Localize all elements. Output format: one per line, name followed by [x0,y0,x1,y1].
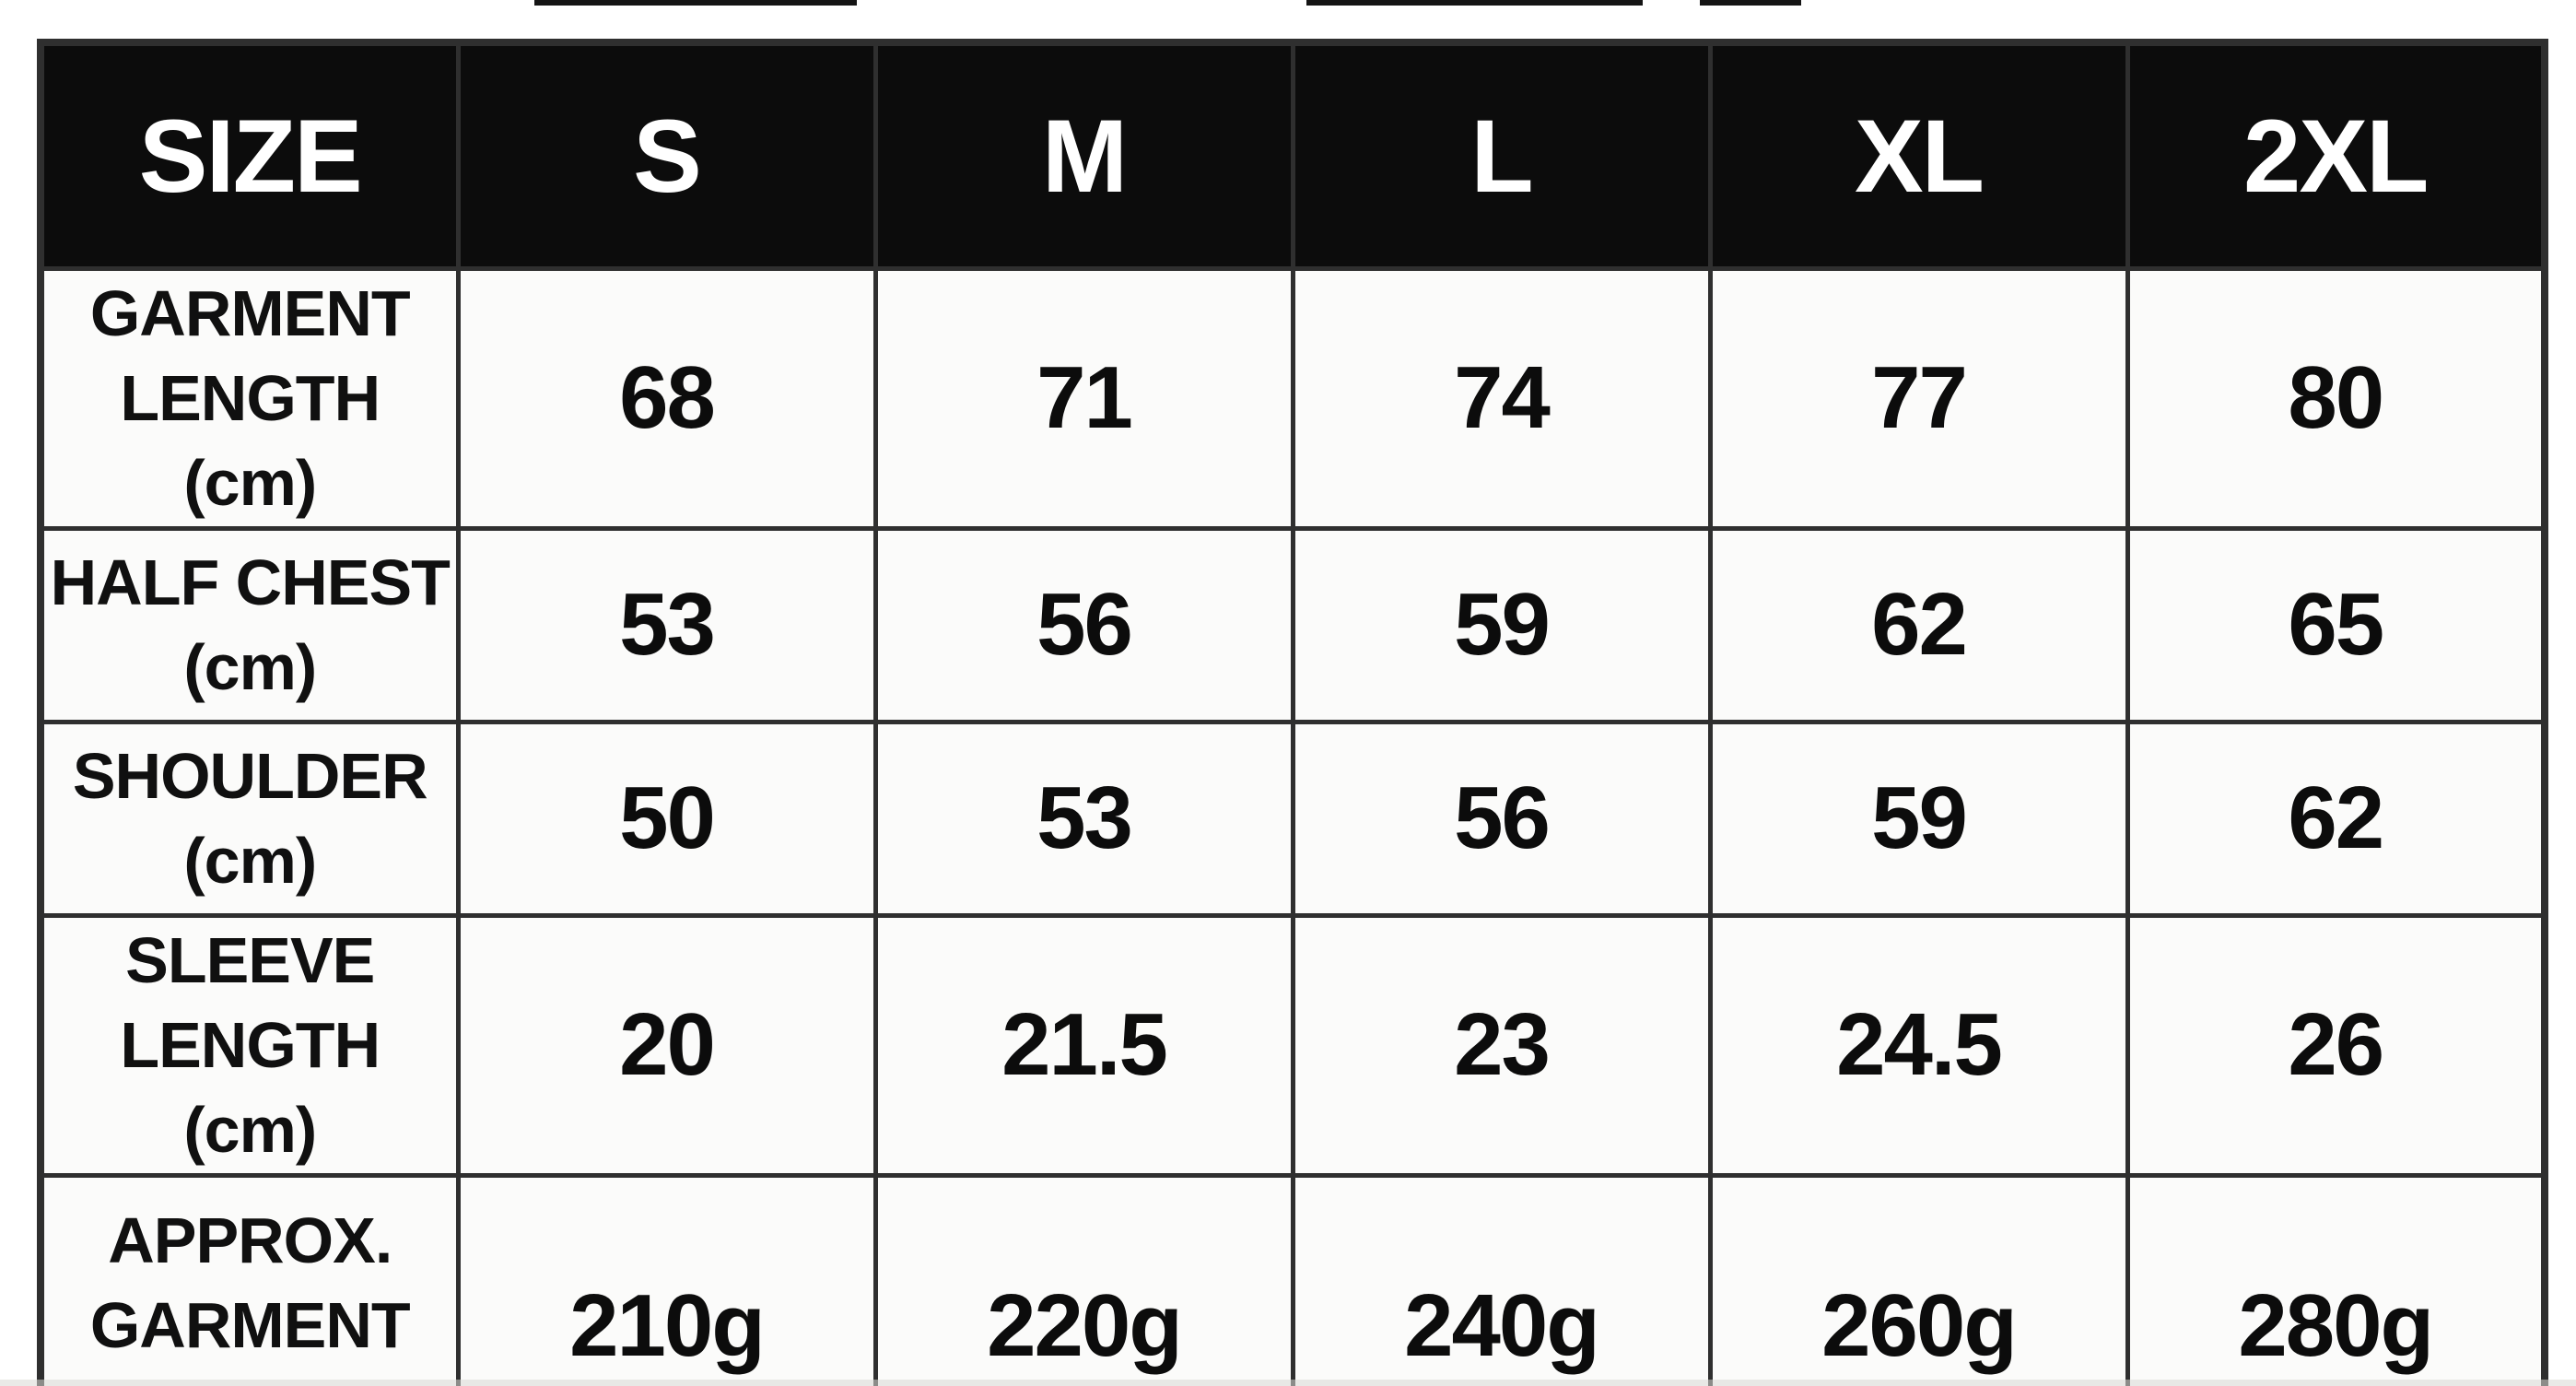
size-chart-table: SIZE S M L XL 2XL GARMENT LENGTH (cm) 68 71 74 77… [37,39,2548,1386]
cell: 62 [2125,719,2547,918]
size-chart-header: SIZE S M L XL 2XL [38,40,2547,271]
bottom-edge-artifact [0,1380,2576,1386]
row-label: SLEEVE LENGTH (cm) [38,912,461,1178]
cell: 53 [872,719,1295,918]
cell: 56 [1290,719,1713,918]
row-label: HALF CHEST (cm) [38,525,461,724]
column-header-xl: XL [1707,40,2130,271]
column-header-s: S [455,40,878,271]
cell: 26 [2125,912,2547,1178]
cell: 74 [1290,265,1713,531]
top-edge-artifact [1306,0,1643,6]
table-row: HALF CHEST (cm) 53 56 59 62 65 [38,525,2547,724]
cell: 80 [2125,265,2547,531]
cell: 59 [1707,719,2130,918]
cell: 59 [1290,525,1713,724]
cell: 62 [1707,525,2130,724]
table-row: APPROX. GARMENT WEIGHT (g)210g220g240g26… [38,1172,2547,1386]
cell: 50 [455,719,878,918]
column-header-m: M [872,40,1295,271]
row-label: GARMENT LENGTH (cm) [38,265,461,531]
table-row: GARMENT LENGTH (cm) 68 71 74 77 80 [38,265,2547,531]
header-row: SIZE S M L XL 2XL [38,40,2547,271]
row-label: APPROX. GARMENT WEIGHT (g) [38,1172,461,1386]
cell: 20 [455,912,878,1178]
column-header-l: L [1290,40,1713,271]
cell: 280g [2125,1172,2547,1386]
cell: 77 [1707,265,2130,531]
cell: 210g [455,1172,878,1386]
cell: 260g [1707,1172,2130,1386]
cell: 23 [1290,912,1713,1178]
cell: 240g [1290,1172,1713,1386]
cell: 71 [872,265,1295,531]
row-label: SHOULDER (cm) [38,719,461,918]
cell: 56 [872,525,1295,724]
table-row: SLEEVE LENGTH (cm) 20 21.5 23 24.5 26 [38,912,2547,1178]
cell: 53 [455,525,878,724]
size-chart-body: GARMENT LENGTH (cm) 68 71 74 77 80 HALF CHEST … [38,265,2547,1386]
column-header-2xl: 2XL [2125,40,2547,271]
corner-header-size: SIZE [38,40,461,271]
table-row: SHOULDER (cm) 50 53 56 59 62 [38,719,2547,918]
cell: 24.5 [1707,912,2130,1178]
top-edge-artifact [1700,0,1801,6]
cell: 68 [455,265,878,531]
cell: 65 [2125,525,2547,724]
size-chart: SIZE S M L XL 2XL GARMENT LENGTH (cm) 68 71 74 77… [37,39,2548,1386]
cell: 220g [872,1172,1295,1386]
cell: 21.5 [872,912,1295,1178]
top-edge-artifact [534,0,857,6]
